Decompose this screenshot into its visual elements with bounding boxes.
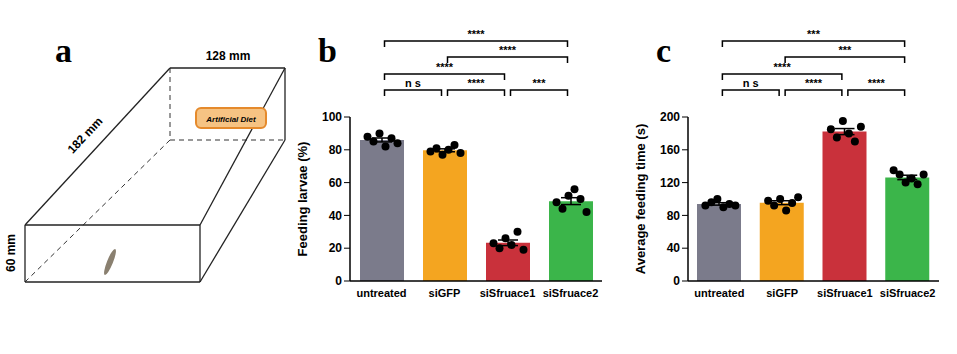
svg-text:siSfruace2: siSfruace2 [543, 287, 599, 299]
svg-text:b: b [318, 32, 337, 69]
svg-text:160: 160 [660, 143, 680, 157]
svg-text:****: **** [805, 77, 823, 89]
svg-text:80: 80 [329, 143, 343, 157]
svg-text:siGFP: siGFP [766, 287, 798, 299]
svg-text:***: *** [533, 77, 547, 89]
svg-text:****: **** [868, 77, 886, 89]
svg-text:siSfruace1: siSfruace1 [817, 287, 873, 299]
svg-text:0: 0 [673, 274, 680, 288]
svg-text:siSfruace2: siSfruace2 [880, 287, 936, 299]
svg-text:untreated: untreated [356, 287, 406, 299]
svg-text:60: 60 [329, 176, 343, 190]
svg-text:40: 40 [329, 209, 343, 223]
svg-text:80: 80 [667, 209, 681, 223]
svg-text:40: 40 [667, 241, 681, 255]
svg-text:untreated: untreated [694, 287, 744, 299]
svg-text:120: 120 [660, 176, 680, 190]
svg-text:Artificial Diet: Artificial Diet [205, 115, 256, 124]
svg-text:128 mm: 128 mm [206, 49, 251, 63]
svg-text:60 mm: 60 mm [4, 234, 18, 272]
svg-text:20: 20 [329, 241, 343, 255]
svg-text:n s: n s [743, 77, 759, 89]
svg-text:a: a [55, 32, 72, 69]
svg-text:Average feeding time (s): Average feeding time (s) [633, 124, 648, 275]
svg-text:***: *** [838, 44, 852, 56]
svg-text:200: 200 [660, 110, 680, 124]
svg-text:***: *** [807, 28, 821, 40]
svg-text:siGFP: siGFP [429, 287, 461, 299]
svg-text:182 mm: 182 mm [65, 114, 106, 156]
svg-text:****: **** [499, 44, 517, 56]
svg-text:siSfruace1: siSfruace1 [480, 287, 536, 299]
svg-text:****: **** [774, 61, 792, 73]
svg-text:100: 100 [322, 110, 342, 124]
svg-text:n s: n s [405, 77, 421, 89]
svg-text:0: 0 [335, 274, 342, 288]
svg-text:****: **** [467, 28, 485, 40]
svg-text:****: **** [436, 61, 454, 73]
svg-text:c: c [656, 32, 671, 69]
svg-text:****: **** [467, 77, 485, 89]
svg-text:Feeding larvae (%): Feeding larvae (%) [295, 142, 310, 257]
